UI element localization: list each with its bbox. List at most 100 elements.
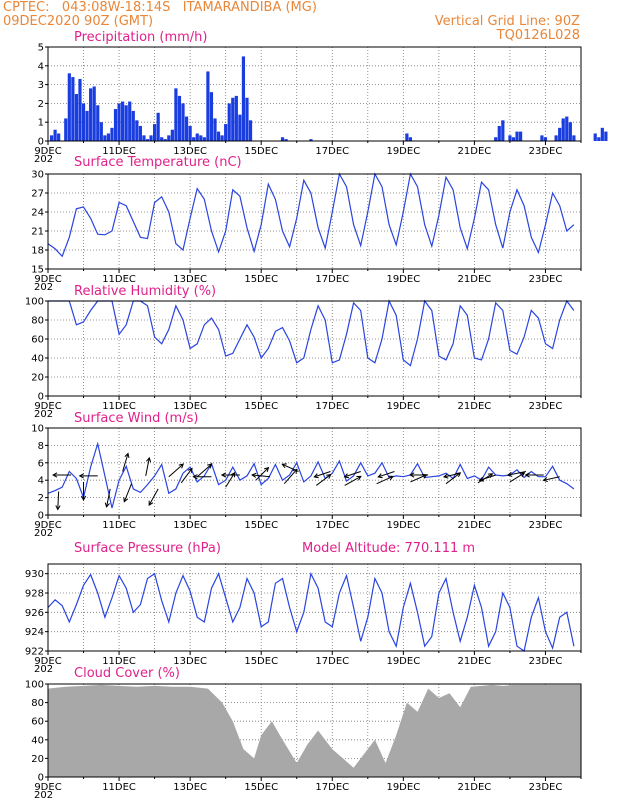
y-tick-label: 6 <box>38 458 44 469</box>
y-tick-label: 60 <box>31 335 44 346</box>
panel-title: Surface Pressure (hPa) <box>74 541 221 556</box>
wind-arrow-shaft <box>410 474 427 483</box>
wind-arrow-shaft <box>283 468 298 485</box>
x-tick-label: 19DEC <box>386 782 420 793</box>
panel-6: Cloud Cover (%) 0 20 40 60 80 100 9DEC 11DEC 13DE… <box>25 666 582 800</box>
x-tick-label: 9DEC <box>34 274 61 285</box>
y-tick-label: 80 <box>31 698 44 709</box>
precip-bar <box>145 139 150 141</box>
y-tick-label: 0 <box>38 511 44 522</box>
series-line <box>47 571 575 652</box>
wind-arrow-shaft <box>344 471 361 478</box>
panel-1: Precipitation (mm/h) 0 1 2 3 4 5 9DEC 11DEC 13DEC… <box>34 30 608 165</box>
x-tick-label: 15DEC <box>244 146 278 157</box>
x-tick-label: 11DEC <box>102 401 136 412</box>
precip-bar <box>181 103 185 141</box>
x-tick-label: 19DEC <box>386 274 420 285</box>
x-tick-label: 9DEC <box>34 401 61 412</box>
wind-arrow-shaft <box>445 472 461 485</box>
x-tick-label: 9DEC <box>34 656 61 667</box>
y-tick-label: 20 <box>31 373 44 384</box>
y-tick-label: 100 <box>25 680 44 691</box>
precip-bar <box>92 86 96 141</box>
header-datetime: 09DEC2020 90Z (GMT) <box>3 14 154 29</box>
precip-bar <box>167 135 171 141</box>
precip-bar <box>192 137 196 141</box>
x-tick-label: 15DEC <box>244 656 278 667</box>
wind-arrow-shaft <box>315 474 331 486</box>
y-tick-label: 0 <box>38 773 44 784</box>
precip-bar <box>177 95 182 141</box>
precip-bar <box>241 56 246 141</box>
y-tick-label: 926 <box>25 608 44 619</box>
precip-bar <box>138 125 142 141</box>
y-tick-label: 40 <box>31 735 44 746</box>
wind-arrow-shaft <box>168 463 184 478</box>
precip-bar <box>543 137 548 141</box>
y-tick-label: 0 <box>38 137 44 148</box>
panel-title: Surface Temperature (nC) <box>74 155 242 170</box>
precip-bar <box>117 103 121 141</box>
precip-bar <box>131 110 135 141</box>
precip-bar <box>153 124 157 141</box>
y-tick-label: 60 <box>31 717 44 728</box>
x-tick-label: 23DEC <box>529 520 563 531</box>
precip-bar <box>216 131 221 141</box>
y-tick-label: 80 <box>31 316 44 327</box>
precip-bar <box>494 137 498 141</box>
wind-arrow-shaft <box>255 467 269 481</box>
y-tick-label: 10 <box>31 424 44 435</box>
wind-arrow-shaft <box>145 457 150 476</box>
y-tick-label: 2 <box>38 493 44 504</box>
y-tick-label: 18 <box>31 246 44 257</box>
precip-bar <box>408 137 413 141</box>
precip-bar <box>160 137 164 141</box>
precip-bar <box>568 122 572 141</box>
series-line <box>47 441 575 509</box>
precip-bar <box>174 88 178 141</box>
x-tick-label: 15DEC <box>244 274 278 285</box>
precip-bar <box>248 120 253 141</box>
wind-arrow-head <box>356 475 362 481</box>
wind-arrow-shaft <box>443 472 461 478</box>
wind-arrow-head <box>104 502 110 508</box>
y-tick-label: 21 <box>31 227 44 238</box>
series-line <box>47 172 575 258</box>
y-tick-label: 924 <box>25 627 44 638</box>
precip-bar <box>561 118 565 141</box>
wind-arrow-shaft <box>148 488 159 506</box>
y-tick-label: 5 <box>38 43 44 54</box>
precip-bar <box>85 110 89 141</box>
wind-arrow-head <box>124 452 130 459</box>
precip-bar <box>565 116 569 141</box>
year-label: 202 <box>34 409 53 420</box>
x-tick-label: 13DEC <box>173 782 207 793</box>
x-tick-label: 17DEC <box>315 401 349 412</box>
x-tick-label: 11DEC <box>102 146 136 157</box>
wind-arrow-head <box>409 472 415 478</box>
precip-bar <box>497 125 501 141</box>
wind-arrow-shaft <box>57 491 60 510</box>
y-tick-label: 4 <box>38 476 44 487</box>
y-tick-label: 3 <box>38 80 44 91</box>
x-tick-label: 17DEC <box>315 274 349 285</box>
wind-arrow-head <box>80 495 87 501</box>
wind-arrow-shaft <box>282 463 299 472</box>
wind-arrow-head <box>478 476 485 482</box>
precip-bar <box>49 135 54 141</box>
wind-arrow-head <box>506 471 513 477</box>
precip-bar <box>558 127 562 141</box>
wind-arrow-head <box>281 463 287 469</box>
year-label: 202 <box>34 282 53 293</box>
year-label: 202 <box>34 154 53 165</box>
wind-arrow-shaft <box>543 476 560 481</box>
precip-bar <box>284 139 288 141</box>
x-tick-label: 21DEC <box>458 146 492 157</box>
y-tick-label: 15 <box>31 265 44 276</box>
wind-arrow-head <box>146 456 152 463</box>
precip-bar <box>231 97 235 141</box>
panel-title: Cloud Cover (%) <box>74 666 180 681</box>
wind-arrow-head <box>519 472 526 478</box>
x-tick-label: 9DEC <box>34 782 61 793</box>
x-tick-label: 21DEC <box>458 401 492 412</box>
